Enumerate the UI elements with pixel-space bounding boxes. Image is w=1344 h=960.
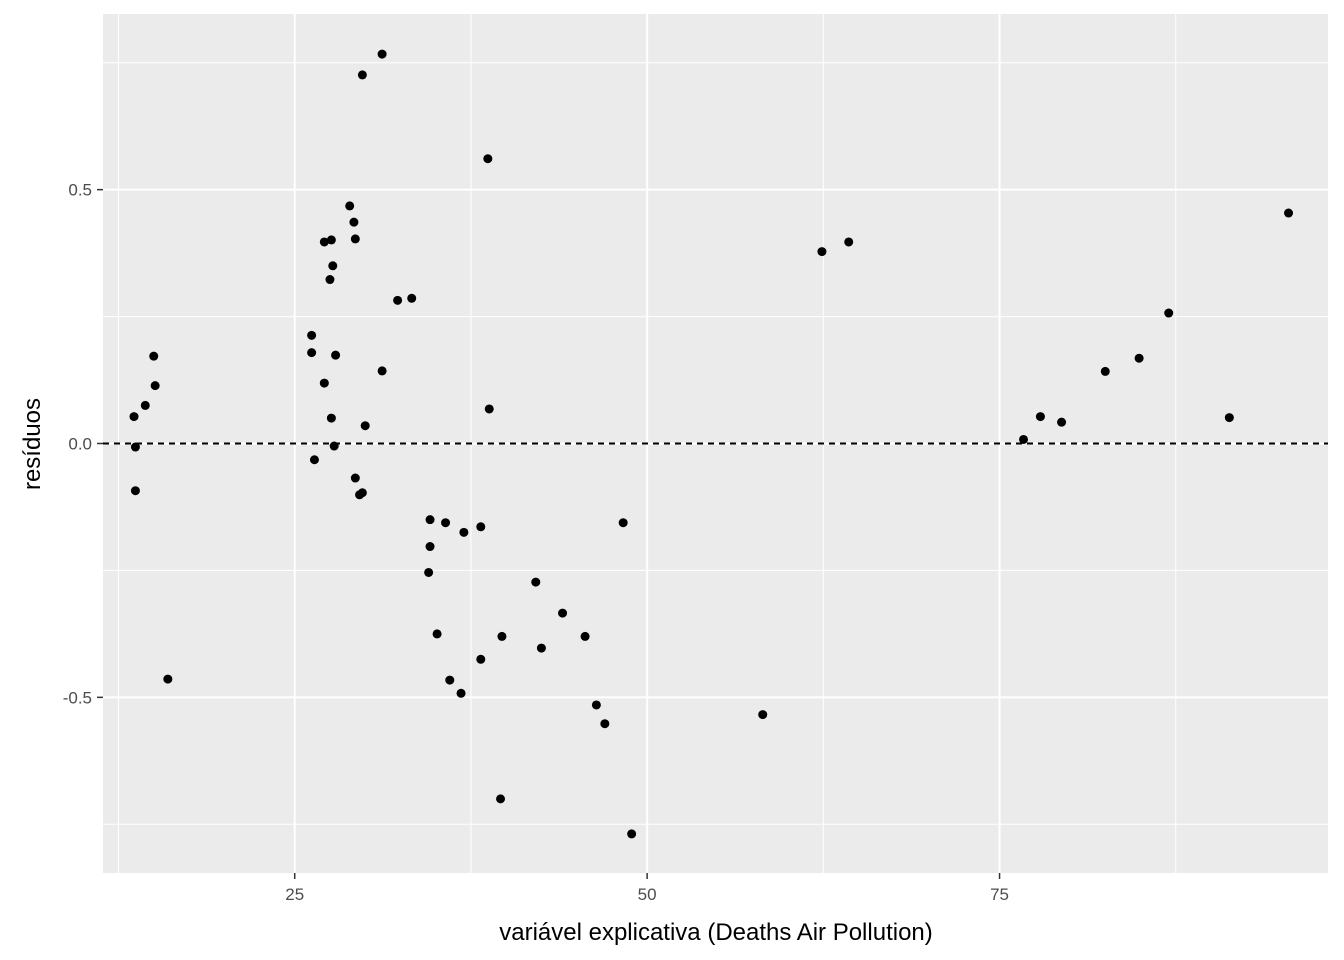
y-tick-label: -0.5 — [63, 688, 92, 707]
data-point — [1100, 366, 1110, 376]
data-point — [377, 366, 387, 376]
data-point — [149, 351, 159, 361]
data-point — [357, 70, 367, 80]
data-point — [591, 700, 601, 710]
data-point — [456, 688, 466, 698]
data-point — [618, 518, 628, 528]
data-point — [129, 412, 139, 422]
data-point — [1284, 208, 1294, 218]
data-point — [580, 631, 590, 641]
data-point — [319, 378, 329, 388]
y-tick-label: 0.5 — [68, 181, 92, 200]
data-point — [497, 631, 507, 641]
data-point — [150, 381, 160, 391]
data-point — [483, 154, 493, 164]
y-tick-label: 0.0 — [68, 435, 92, 454]
data-point — [357, 488, 367, 498]
data-point — [1019, 434, 1029, 444]
data-point — [459, 527, 469, 537]
data-point — [536, 643, 546, 653]
x-tick-label: 25 — [285, 885, 304, 904]
data-point — [425, 515, 435, 525]
data-point — [319, 237, 329, 247]
data-point — [349, 217, 359, 227]
x-axis: 25 50 75 — [285, 873, 1009, 904]
data-point — [558, 608, 568, 618]
data-point — [326, 235, 336, 245]
data-point — [758, 710, 768, 720]
data-point — [817, 247, 827, 257]
data-point — [496, 794, 506, 804]
data-point — [407, 293, 417, 303]
data-point — [425, 542, 435, 552]
data-point — [1035, 412, 1045, 422]
x-axis-title: variável explicativa (Deaths Air Polluti… — [499, 919, 933, 946]
data-point — [484, 404, 494, 414]
data-point — [393, 295, 403, 305]
data-point — [531, 577, 541, 587]
y-axis: -0.5 0.0 0.5 — [63, 181, 103, 707]
data-point — [130, 442, 140, 452]
data-point — [1057, 417, 1067, 427]
data-point — [345, 201, 355, 211]
data-point — [360, 421, 370, 431]
data-point — [476, 522, 486, 532]
data-point — [1134, 353, 1144, 363]
data-point — [309, 455, 319, 465]
data-point — [326, 413, 336, 423]
data-point — [377, 49, 387, 59]
data-point — [325, 275, 335, 285]
data-point — [163, 674, 173, 684]
data-point — [432, 629, 442, 639]
data-point — [350, 473, 360, 483]
data-point — [329, 441, 339, 451]
data-point — [350, 234, 360, 244]
data-point — [627, 829, 637, 839]
data-point — [307, 348, 317, 358]
data-point — [307, 330, 317, 340]
data-point — [331, 350, 341, 360]
data-point — [844, 237, 854, 247]
y-axis-title: resíduos — [19, 398, 46, 490]
data-point — [1164, 308, 1174, 318]
data-point — [328, 261, 338, 271]
data-point — [600, 719, 610, 729]
x-tick-label: 75 — [990, 885, 1009, 904]
data-point — [130, 486, 140, 496]
data-point — [476, 654, 486, 664]
x-tick-label: 50 — [638, 885, 657, 904]
data-point — [445, 675, 455, 685]
data-points — [129, 49, 1294, 839]
data-point — [1224, 413, 1234, 423]
data-point — [441, 518, 451, 528]
data-point — [424, 567, 434, 577]
data-point — [140, 400, 150, 410]
